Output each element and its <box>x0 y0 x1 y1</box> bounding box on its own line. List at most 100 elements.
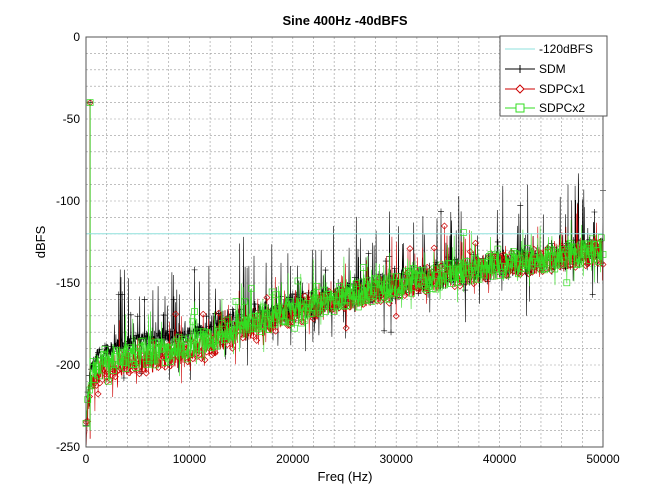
data-point <box>494 245 502 253</box>
data-point <box>577 241 584 249</box>
data-point <box>527 267 534 275</box>
data-point <box>265 326 273 333</box>
data-point <box>222 315 230 323</box>
data-point <box>367 293 374 301</box>
data-point <box>332 297 340 305</box>
data-point <box>511 249 519 257</box>
data-point <box>139 334 146 341</box>
data-point <box>444 259 452 267</box>
data-point <box>454 278 462 286</box>
data-point <box>187 349 195 357</box>
data-point <box>205 330 212 338</box>
data-point <box>277 312 285 320</box>
data-point <box>413 267 421 274</box>
data-point <box>342 301 350 309</box>
data-point <box>379 293 386 301</box>
data-point <box>563 240 570 247</box>
data-point <box>466 277 474 285</box>
data-point <box>111 373 119 381</box>
data-point <box>446 260 453 268</box>
data-point <box>365 250 372 257</box>
data-point <box>494 238 501 245</box>
data-point <box>84 396 92 403</box>
data-point <box>131 335 138 342</box>
data-point <box>435 283 443 291</box>
data-point <box>99 351 107 358</box>
data-point <box>249 332 257 340</box>
data-point <box>551 265 559 273</box>
x-tick-label: 0 <box>83 452 90 466</box>
data-point <box>392 312 400 320</box>
x-tick-label: 50000 <box>586 452 620 466</box>
data-point <box>392 273 400 281</box>
data-point <box>365 277 372 285</box>
data-point <box>442 272 450 280</box>
data-point <box>489 272 497 280</box>
data-point <box>587 248 595 255</box>
data-point <box>173 348 181 356</box>
data-point <box>217 331 224 338</box>
data-point <box>289 302 297 310</box>
data-point <box>408 289 416 297</box>
x-tick-label: 30000 <box>380 452 414 466</box>
data-point <box>241 297 248 305</box>
data-point <box>398 286 405 294</box>
data-point <box>132 364 140 371</box>
data-point <box>461 270 469 278</box>
data-point <box>149 339 157 347</box>
data-point <box>530 254 538 262</box>
data-point <box>350 280 357 287</box>
data-point <box>560 246 567 253</box>
data-point <box>135 370 143 378</box>
data-point <box>491 253 498 260</box>
data-point <box>422 285 429 292</box>
data-point <box>122 365 129 372</box>
data-point <box>286 294 293 301</box>
data-point <box>89 358 97 365</box>
data-point <box>525 270 533 278</box>
data-point <box>411 271 419 279</box>
data-point <box>432 285 440 293</box>
data-point <box>418 267 426 274</box>
data-point <box>322 267 329 274</box>
data-point <box>556 258 564 266</box>
data-point <box>410 265 417 272</box>
data-point <box>229 333 236 340</box>
data-point <box>134 313 141 320</box>
data-point <box>561 251 569 259</box>
data-point <box>279 317 286 325</box>
data-point <box>280 318 288 325</box>
data-point <box>416 271 424 279</box>
data-point <box>275 303 283 311</box>
data-point <box>87 382 95 390</box>
y-tick-label: -100 <box>56 194 80 208</box>
data-point <box>466 248 474 256</box>
tick-labels: 0 10000 20000 30000 40000 50000 0 -50 -100 -150 -2… <box>56 30 620 466</box>
data-point <box>542 265 550 272</box>
data-point <box>237 321 245 329</box>
data-point <box>401 278 409 286</box>
data-point <box>441 281 448 289</box>
data-point <box>594 247 602 255</box>
data-point <box>94 390 102 398</box>
y-tick-label: -200 <box>56 358 80 372</box>
data-point <box>589 235 597 243</box>
data-point <box>485 253 493 260</box>
data-point <box>127 311 134 318</box>
data-point <box>463 258 471 265</box>
data-point <box>589 291 596 298</box>
data-point <box>179 335 186 343</box>
data-point <box>360 264 367 271</box>
data-point <box>296 298 304 306</box>
data-point <box>515 270 522 278</box>
data-point <box>456 260 464 268</box>
plot-area <box>82 99 607 445</box>
data-point <box>460 229 467 236</box>
data-point <box>516 255 524 263</box>
y-axis-label: dBFS <box>33 225 48 258</box>
data-point <box>522 260 529 268</box>
data-point <box>86 99 94 106</box>
data-point <box>317 310 324 318</box>
data-point <box>329 293 336 301</box>
data-point <box>351 274 358 281</box>
